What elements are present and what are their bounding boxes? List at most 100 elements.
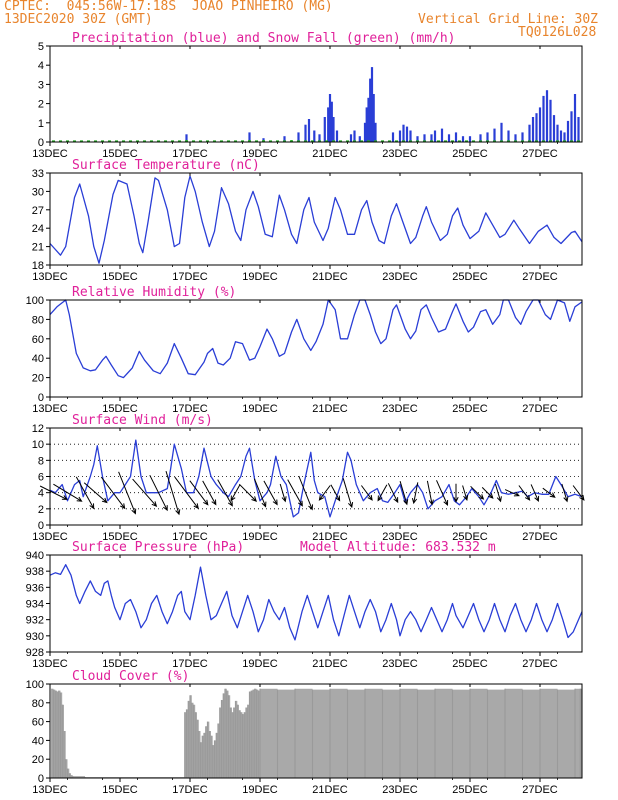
cloud-bar: [521, 689, 524, 778]
cloud-bar: [247, 704, 249, 778]
wind-ytick-label: 6: [38, 472, 44, 484]
precip-bar: [367, 97, 370, 142]
rh-ytick-label: 0: [38, 392, 44, 404]
wind-arrow: [189, 480, 209, 506]
cloud-bar: [259, 688, 261, 778]
precip-bar: [521, 132, 524, 142]
press-xtick-label: 15DEC: [102, 658, 138, 670]
precip-bar: [365, 107, 368, 142]
precip-bar: [486, 132, 489, 142]
cloud-xtick-label: 19DEC: [242, 784, 278, 796]
precip-bar: [372, 94, 375, 142]
precip-ytick-label: 4: [38, 60, 44, 72]
rh-xtick-label: 21DEC: [312, 403, 348, 415]
press-ytick-label: 936: [26, 582, 44, 594]
cloud-bar: [205, 726, 207, 778]
cloud-xtick-label: 15DEC: [102, 784, 138, 796]
cloud-bar: [233, 707, 235, 778]
precip-bar: [330, 101, 333, 142]
press-xtick-label: 23DEC: [382, 658, 418, 670]
wind-arrow: [318, 485, 331, 501]
cloud-bar: [212, 745, 214, 778]
precip-ytick-label: 0: [38, 137, 44, 149]
cloud-bar: [61, 704, 63, 778]
wind-xtick-label: 19DEC: [242, 531, 278, 543]
cloud-bar: [238, 710, 240, 778]
precip-bar: [248, 132, 251, 142]
precip-bar: [430, 134, 433, 142]
cloud-bar: [185, 709, 188, 778]
cloud-bar: [72, 776, 74, 778]
wind-arrow: [253, 478, 267, 508]
cloud-cover-area: [51, 688, 583, 778]
cloud-bar: [243, 712, 245, 778]
cloud-bar: [399, 688, 401, 778]
cloud-title: Cloud Cover (%): [72, 669, 189, 684]
press-title: Surface Pressure (hPa): [72, 540, 244, 555]
wind-arrow: [149, 474, 168, 512]
cloud-bar: [416, 689, 419, 778]
precip-bar: [538, 107, 542, 142]
rh-xtick-label: 27DEC: [522, 403, 558, 415]
rh-series-line: [49, 299, 583, 379]
cloud-bar: [294, 688, 296, 778]
rh-frame: [49, 299, 583, 398]
precip-bar: [185, 134, 188, 142]
temp-xtick-label: 17DEC: [172, 271, 208, 283]
cloud-bar: [66, 768, 69, 778]
wind-xtick-label: 13DEC: [32, 531, 68, 543]
precip-bar: [493, 128, 496, 142]
header-vertical-grid: Vertical Grid Line: 30Z: [418, 12, 599, 27]
press-ytick-label: 930: [26, 631, 44, 643]
precip-bar: [500, 122, 503, 142]
rh-ytick-label: 40: [32, 353, 44, 365]
wind-arrow: [453, 483, 459, 503]
precip-bar: [283, 136, 286, 142]
precip-bar: [323, 117, 326, 142]
temp-xtick-label: 21DEC: [312, 271, 348, 283]
cloud-bar: [194, 712, 196, 778]
rh-ytick-label: 80: [32, 314, 44, 326]
wind-arrow: [504, 489, 520, 497]
precip-bar: [335, 130, 339, 142]
precip-bar: [307, 119, 311, 142]
cloud-bar: [52, 689, 55, 778]
wind-ytick-label: 10: [32, 439, 44, 451]
cloud-bar: [219, 707, 221, 778]
model-altitude: Model Altitude: 683.532 m: [300, 540, 496, 555]
cloud-bar: [58, 690, 60, 778]
wind-arrow: [132, 478, 158, 508]
precip-bar: [391, 132, 395, 142]
rh-ytick-label: 100: [26, 295, 44, 307]
cloud-bar: [54, 690, 56, 778]
rh-xtick-label: 19DEC: [242, 403, 278, 415]
precip-bar: [577, 117, 580, 142]
temp-xtick-label: 27DEC: [522, 271, 558, 283]
wind-ytick-label: 0: [38, 520, 44, 532]
cloud-bar: [222, 693, 224, 778]
cloud-bar: [245, 707, 247, 778]
wind-arrow: [217, 479, 233, 507]
wind-arrow: [399, 481, 409, 506]
wind-arrow: [330, 484, 341, 502]
cloud-bar: [68, 773, 70, 778]
press-ytick-label: 928: [26, 647, 44, 659]
cloud-xtick-label: 27DEC: [522, 784, 558, 796]
precip-bar: [433, 130, 437, 142]
cloud-bar: [556, 689, 559, 778]
wind-xtick-label: 25DEC: [452, 531, 488, 543]
precip-title: Precipitation (blue) and Snow Fall (gree…: [72, 31, 456, 46]
wind-xtick-label: 27DEC: [522, 531, 558, 543]
temp-ytick-label: 24: [32, 223, 44, 235]
precip-bar: [454, 132, 458, 142]
precip-bar: [535, 113, 538, 142]
cloud-bar: [206, 721, 209, 778]
wind-ytick-label: 12: [32, 423, 44, 435]
cloud-bar: [191, 702, 193, 778]
wind-arrow: [100, 476, 126, 510]
wind-arrow: [53, 483, 83, 502]
cloud-bar: [240, 712, 242, 778]
precip-bar: [369, 78, 372, 142]
precip-bar: [363, 122, 367, 142]
press-xtick-label: 13DEC: [32, 658, 68, 670]
